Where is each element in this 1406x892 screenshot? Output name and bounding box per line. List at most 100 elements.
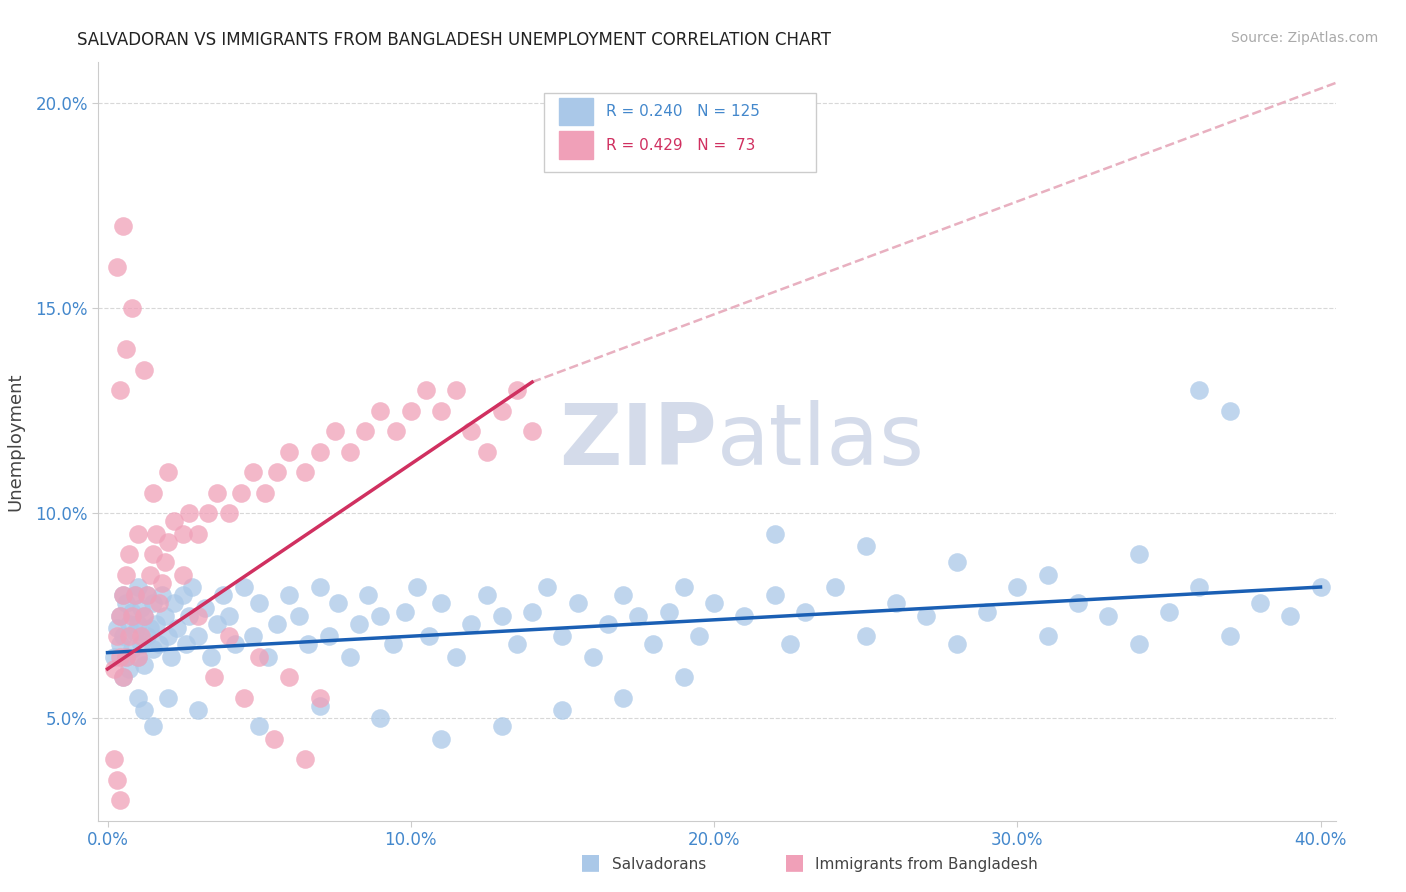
Point bbox=[1007, 580, 1029, 594]
Point bbox=[430, 404, 453, 418]
Point bbox=[247, 719, 270, 733]
Point bbox=[114, 649, 136, 664]
Point bbox=[1067, 596, 1090, 610]
Point bbox=[132, 608, 155, 623]
Point bbox=[139, 621, 162, 635]
Point bbox=[233, 690, 256, 705]
Bar bbox=[558, 131, 593, 159]
Point bbox=[370, 711, 392, 725]
Point bbox=[627, 608, 650, 623]
Point bbox=[127, 526, 149, 541]
Point bbox=[118, 662, 141, 676]
Point bbox=[211, 588, 233, 602]
Point bbox=[121, 608, 143, 623]
Point bbox=[491, 404, 513, 418]
Point bbox=[475, 588, 498, 602]
Text: Salvadorans: Salvadorans bbox=[612, 857, 706, 872]
Point bbox=[323, 425, 346, 439]
Point bbox=[148, 596, 170, 610]
Point bbox=[247, 649, 270, 664]
Point bbox=[124, 588, 146, 602]
Point bbox=[187, 526, 209, 541]
Point bbox=[242, 465, 264, 479]
Text: R = 0.240   N = 125: R = 0.240 N = 125 bbox=[606, 104, 759, 120]
Point bbox=[105, 621, 128, 635]
Point bbox=[218, 506, 240, 520]
Point bbox=[187, 608, 209, 623]
Point bbox=[181, 580, 204, 594]
Point bbox=[127, 690, 149, 705]
FancyBboxPatch shape bbox=[544, 93, 815, 172]
Point bbox=[129, 629, 152, 643]
Point bbox=[287, 608, 309, 623]
Point bbox=[114, 343, 136, 357]
Point bbox=[1036, 629, 1059, 643]
Point bbox=[945, 637, 967, 651]
Point bbox=[794, 605, 817, 619]
Point bbox=[114, 649, 136, 664]
Point bbox=[506, 384, 529, 398]
Point bbox=[688, 629, 710, 643]
Point bbox=[257, 649, 280, 664]
Point bbox=[266, 616, 288, 631]
Point bbox=[111, 629, 134, 643]
Text: SALVADORAN VS IMMIGRANTS FROM BANGLADESH UNEMPLOYMENT CORRELATION CHART: SALVADORAN VS IMMIGRANTS FROM BANGLADESH… bbox=[77, 31, 831, 49]
Point bbox=[491, 608, 513, 623]
Point bbox=[172, 526, 194, 541]
Point bbox=[506, 637, 529, 651]
Point bbox=[160, 649, 183, 664]
Point bbox=[129, 637, 152, 651]
Point bbox=[114, 567, 136, 582]
Point bbox=[381, 637, 404, 651]
Point bbox=[111, 670, 134, 684]
Point bbox=[357, 588, 380, 602]
Point bbox=[536, 580, 558, 594]
Point bbox=[142, 485, 165, 500]
Point bbox=[567, 596, 589, 610]
Point bbox=[103, 662, 125, 676]
Point bbox=[643, 637, 665, 651]
Point bbox=[824, 580, 846, 594]
Point bbox=[193, 600, 215, 615]
Point bbox=[118, 629, 141, 643]
Point bbox=[172, 588, 194, 602]
Point bbox=[763, 588, 786, 602]
Bar bbox=[558, 98, 593, 126]
Point bbox=[229, 485, 252, 500]
Point bbox=[224, 637, 246, 651]
Point bbox=[1219, 404, 1241, 418]
Point bbox=[142, 547, 165, 561]
Point bbox=[153, 556, 176, 570]
Point bbox=[111, 588, 134, 602]
Point bbox=[118, 616, 141, 631]
Point bbox=[520, 425, 543, 439]
Point bbox=[233, 580, 256, 594]
Point bbox=[703, 596, 725, 610]
Point bbox=[124, 625, 146, 640]
Point bbox=[197, 506, 219, 520]
Point bbox=[297, 637, 319, 651]
Point bbox=[179, 506, 201, 520]
Point bbox=[163, 515, 186, 529]
Point bbox=[108, 608, 131, 623]
Point bbox=[218, 608, 240, 623]
Point bbox=[108, 384, 131, 398]
Point bbox=[166, 621, 188, 635]
Point bbox=[218, 629, 240, 643]
Point bbox=[763, 526, 786, 541]
Point bbox=[370, 608, 392, 623]
Point bbox=[308, 580, 330, 594]
Point bbox=[779, 637, 801, 651]
Point bbox=[150, 588, 173, 602]
Text: Source: ZipAtlas.com: Source: ZipAtlas.com bbox=[1230, 31, 1378, 45]
Point bbox=[976, 605, 998, 619]
Point bbox=[200, 649, 222, 664]
Point bbox=[347, 616, 370, 631]
Point bbox=[308, 698, 330, 713]
Point bbox=[339, 649, 361, 664]
Point bbox=[127, 649, 149, 664]
Point bbox=[108, 649, 131, 664]
Point bbox=[582, 649, 605, 664]
Point bbox=[491, 719, 513, 733]
Point bbox=[108, 793, 131, 807]
